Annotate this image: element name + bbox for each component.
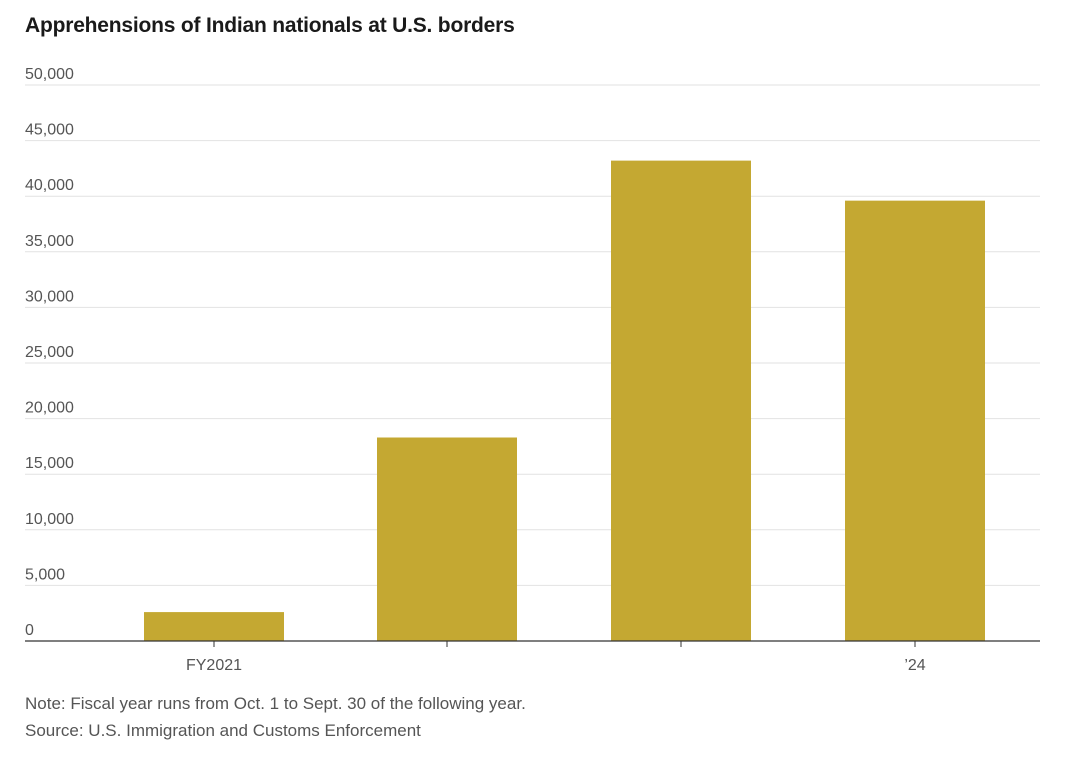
- y-tick-label: 5,000: [25, 566, 65, 583]
- bar-chart: 0 5,000 10,000 15,000 20,000 25,000 30,000 35,0…: [25, 66, 1040, 674]
- x-tick-label: ’24: [904, 657, 925, 674]
- y-tick-label: 35,000: [25, 233, 74, 250]
- y-tick-label: 0: [25, 622, 34, 639]
- chart-title: Apprehensions of Indian nationals at U.S…: [25, 14, 515, 37]
- chart-footnotes: Note: Fiscal year runs from Oct. 1 to Se…: [25, 690, 526, 744]
- y-tick-label: 40,000: [25, 177, 74, 194]
- y-tick-label: 15,000: [25, 455, 74, 472]
- y-tick-label: 20,000: [25, 400, 74, 417]
- bar: [144, 612, 284, 641]
- y-tick-label: 45,000: [25, 122, 74, 139]
- source-text: Source: U.S. Immigration and Customs Enf…: [25, 721, 421, 740]
- x-tick-label: FY2021: [186, 657, 242, 674]
- y-tick-label: 10,000: [25, 511, 74, 528]
- y-tick-label: 30,000: [25, 288, 74, 305]
- bar: [377, 437, 517, 641]
- y-tick-label: 25,000: [25, 344, 74, 361]
- bar: [611, 160, 751, 641]
- y-tick-label: 50,000: [25, 66, 74, 83]
- note-text: Note: Fiscal year runs from Oct. 1 to Se…: [25, 694, 526, 713]
- bar: [845, 200, 985, 641]
